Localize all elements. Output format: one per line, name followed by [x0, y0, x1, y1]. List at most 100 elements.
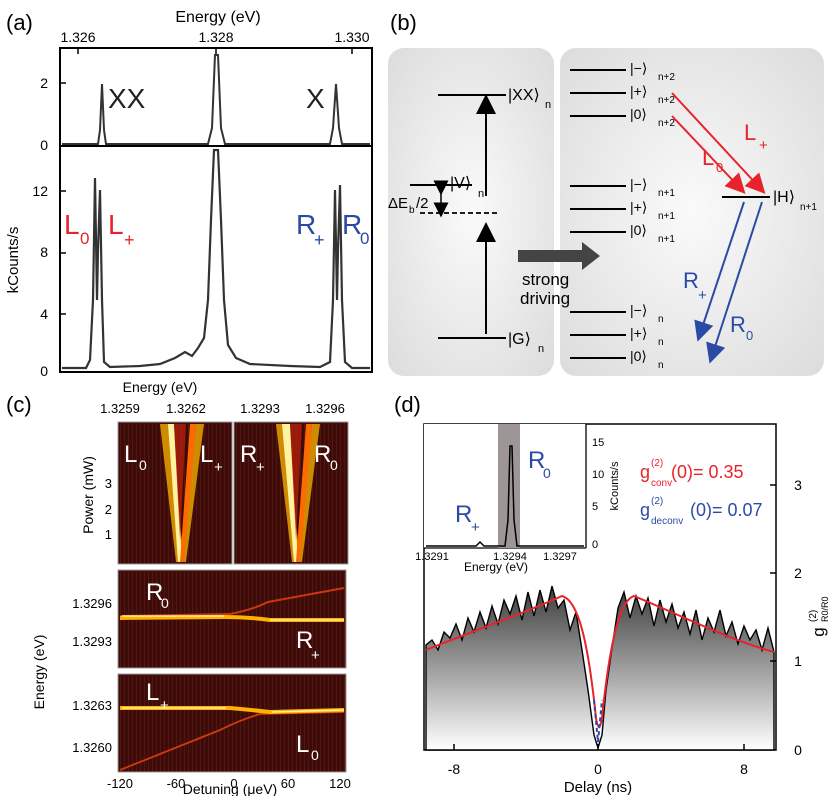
panel-c-top-tick-3: 1.3293	[240, 401, 280, 416]
svg-text:R: R	[342, 209, 362, 240]
svg-text:+: +	[124, 230, 135, 250]
svg-text:g: g	[640, 500, 650, 520]
svg-text:/2: /2	[416, 195, 429, 212]
svg-text:|0⟩: |0⟩	[630, 106, 647, 122]
svg-text:n: n	[658, 337, 664, 348]
power-map-rplus-label: R +	[240, 441, 265, 476]
svg-text:R: R	[296, 209, 316, 240]
inset-spectrum: 1.3291 1.3294 1.3297 Energy (eV) 0 5 10 …	[415, 424, 621, 574]
svg-text:+: +	[471, 519, 480, 536]
panel-b-l0-label: L 0	[702, 145, 723, 175]
svg-text:|−⟩: |−⟩	[630, 302, 647, 318]
inset-xtick-3: 1.3297	[543, 551, 577, 563]
panel-a-lower-ytick-12: 12	[32, 183, 48, 199]
panel-a-top-tick-1: 1.326	[60, 29, 95, 45]
panel-a: (a) Energy (eV) 1.326 1.328 1.330 0 2 0 …	[5, 9, 373, 379]
svg-text:0: 0	[80, 229, 89, 248]
panel-a-top-axis-title: Energy (eV)	[175, 9, 260, 26]
panel-a-upper-ytick-0: 0	[40, 137, 48, 153]
panel-d: (d) 0 1 2 3 g (2) R0/R0 -8 0 8 Delay (ns…	[394, 392, 830, 796]
panel-d-xtick-1: -8	[448, 761, 461, 777]
anticrossing-map-lplus-label: L +	[146, 679, 169, 714]
detuning-tick-5: 120	[329, 776, 351, 791]
strong-driving-text-1: strong	[522, 270, 569, 289]
svg-text:g: g	[640, 462, 650, 482]
g2-deconvolved-dip	[593, 699, 603, 743]
panel-a-upper-trace	[62, 54, 370, 145]
svg-text:0: 0	[360, 229, 369, 248]
svg-text:|−⟩: |−⟩	[630, 176, 647, 192]
svg-text:+: +	[314, 230, 325, 250]
transition-lplus-arrow	[671, 92, 766, 194]
svg-text:g: g	[809, 627, 828, 636]
svg-text:(2): (2)	[808, 610, 819, 622]
svg-text:+: +	[759, 137, 768, 154]
inset-xtick-2: 1.3294	[493, 551, 527, 563]
inset-ytick-5: 5	[592, 501, 598, 513]
panel-c-top-tick-1: 1.3259	[100, 401, 140, 416]
panel-d-ytick-1: 1	[794, 653, 802, 669]
detuning-tick-4: 60	[281, 776, 295, 791]
panel-b-label: (b)	[390, 10, 417, 35]
svg-text:0: 0	[746, 328, 753, 343]
svg-text:L: L	[744, 120, 756, 145]
panel-b-lplus-label: L +	[744, 120, 768, 154]
transition-rplus-arrow	[694, 201, 745, 342]
state-v-sub: n	[478, 188, 484, 200]
svg-text:R: R	[528, 447, 545, 474]
panel-a-lower-ytick-0: 0	[40, 363, 48, 379]
svg-text:R: R	[296, 627, 313, 654]
panel-a-label: (a)	[6, 10, 33, 35]
svg-text:ΔE: ΔE	[388, 195, 408, 212]
svg-text:|0⟩: |0⟩	[630, 222, 647, 238]
svg-text:n+2: n+2	[658, 118, 675, 129]
power-map-r0-label: R 0	[314, 441, 338, 473]
svg-text:n: n	[658, 314, 664, 325]
strong-driving-text-2: driving	[520, 289, 570, 308]
inset-ytick-0: 0	[592, 539, 598, 551]
svg-text:|−⟩: |−⟩	[630, 60, 647, 76]
svg-text:0: 0	[543, 465, 551, 481]
svg-text:n+2: n+2	[658, 95, 675, 106]
svg-text:R: R	[455, 501, 472, 528]
panel-a-ylabel: kCounts/s	[5, 227, 22, 294]
svg-text:deconv: deconv	[651, 516, 683, 527]
panel-a-upper-frame	[59, 47, 373, 147]
detuning-tick-2: -60	[167, 776, 186, 791]
panel-a-lower-ytick-8: 8	[40, 244, 48, 260]
power-map-right-v	[276, 424, 320, 562]
panel-d-ytick-3: 3	[794, 477, 802, 493]
panel-d-label: (d)	[394, 392, 421, 417]
svg-text:+: +	[214, 459, 223, 476]
inset-r0-label: R 0	[528, 447, 551, 481]
svg-text:(0)= 0.07: (0)= 0.07	[690, 500, 763, 520]
svg-text:L: L	[296, 731, 309, 758]
panel-b: (b) |XX⟩ n |V⟩ n ΔE b /2 |G⟩ n strong dr…	[388, 10, 824, 376]
power-map-lplus-label: L +	[200, 441, 223, 476]
svg-text:L: L	[124, 441, 137, 468]
panel-b-dressed-states-box	[560, 48, 824, 376]
inset-trace	[426, 445, 584, 547]
state-g-sub: n	[538, 343, 544, 355]
panel-c: (c) Energy (eV) 1.3259 1.3262 1.3293 1.3…	[6, 379, 351, 791]
inset-ytick-10: 10	[592, 469, 604, 481]
panel-d-ytick-2: 2	[794, 565, 802, 581]
energy-axis-label: Energy (eV)	[31, 635, 47, 710]
svg-text:|+⟩: |+⟩	[630, 199, 647, 215]
svg-text:(0)= 0.35: (0)= 0.35	[671, 462, 744, 482]
svg-text:n+1: n+1	[658, 188, 675, 199]
svg-text:conv: conv	[651, 478, 672, 489]
panel-c-top-tick-2: 1.3262	[166, 401, 206, 416]
svg-text:0: 0	[139, 457, 147, 473]
power-map-l0-label: L 0	[124, 441, 147, 473]
energy-tick-3: 1.3263	[72, 698, 112, 713]
panel-c-top-tick-4: 1.3296	[305, 401, 345, 416]
svg-text:R: R	[314, 441, 331, 468]
power-map-left-v	[160, 424, 204, 562]
detuning-tick-3: 0	[230, 776, 237, 791]
panel-d-xtick-3: 8	[740, 761, 748, 777]
dressed-manifold-n: |−⟩ n |+⟩ n |0⟩ n	[570, 302, 664, 371]
inset-xlabel: Energy (eV)	[464, 560, 528, 574]
energy-tick-2: 1.3293	[72, 634, 112, 649]
